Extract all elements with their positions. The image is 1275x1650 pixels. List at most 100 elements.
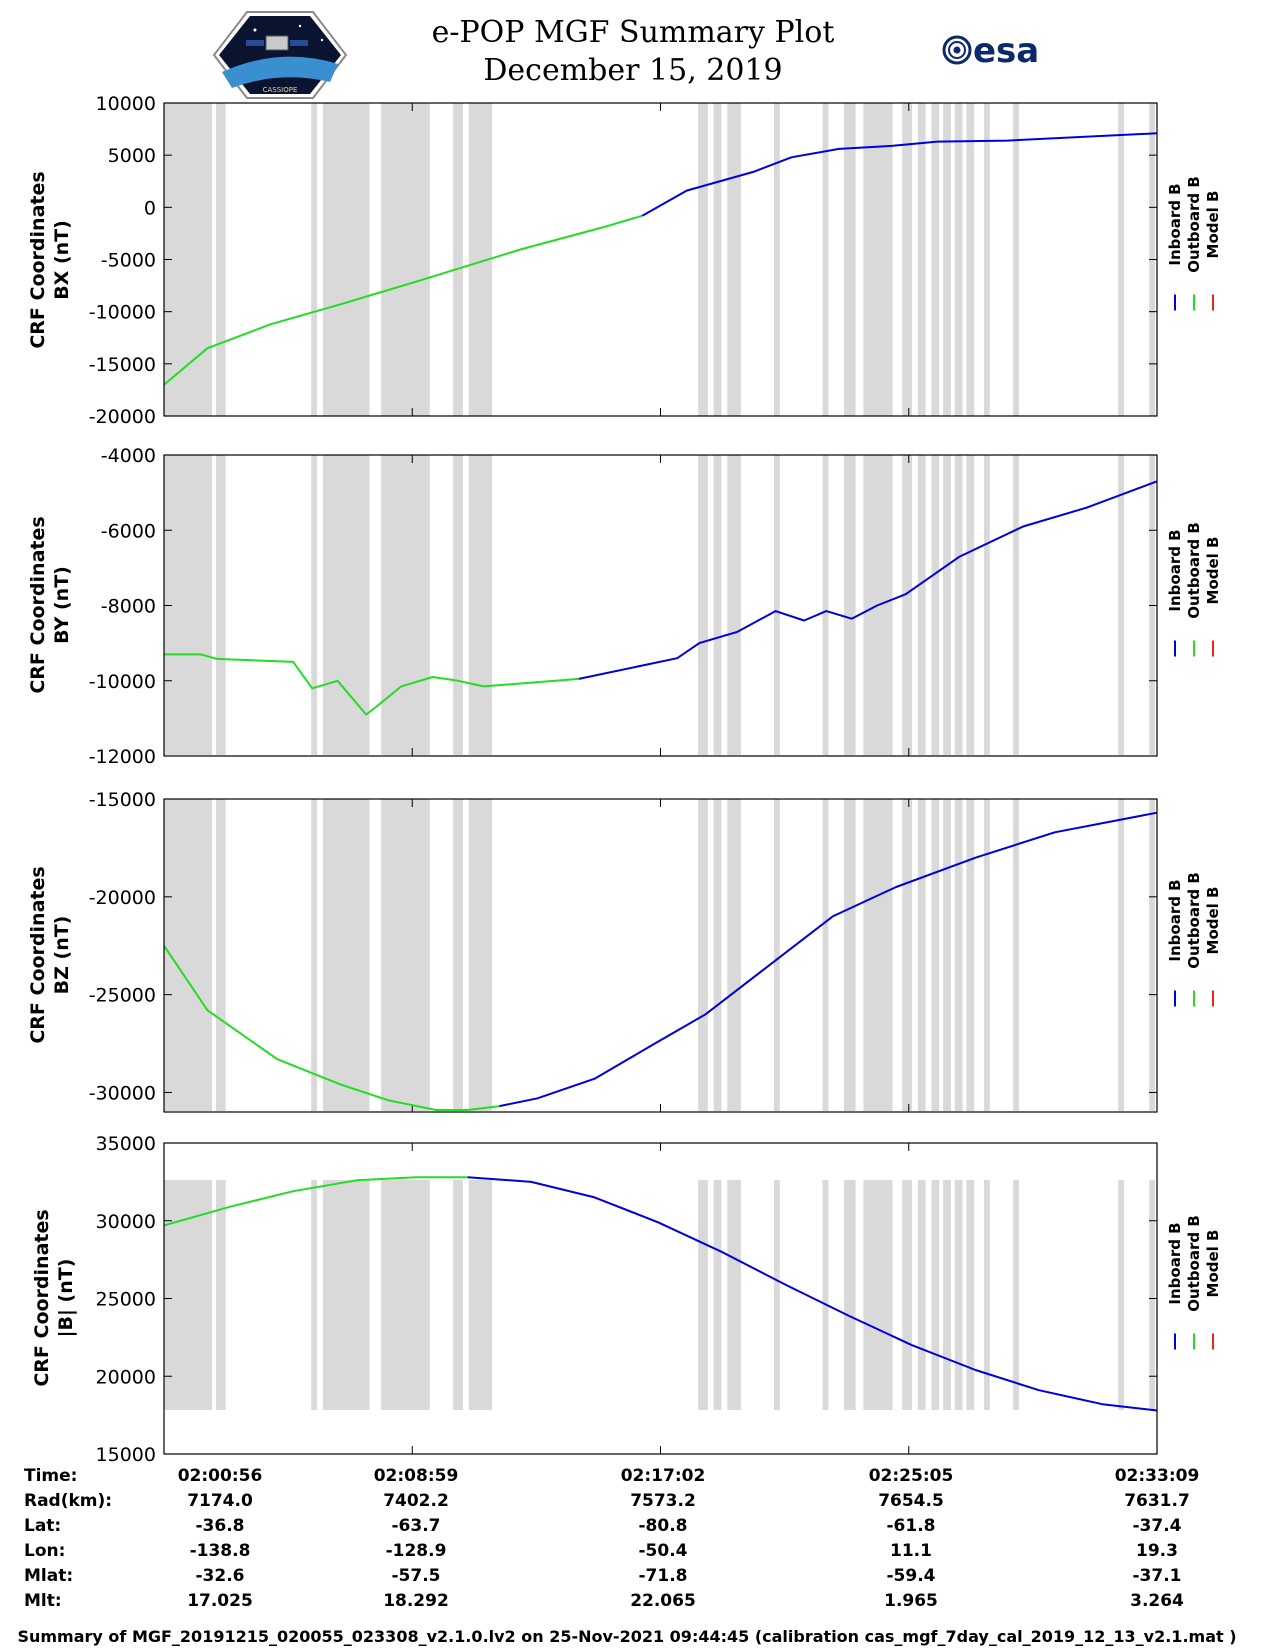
by-gap-band <box>698 455 708 755</box>
bz-gap-band <box>917 799 926 1111</box>
by-gap-band <box>468 455 493 755</box>
bz-gap-band <box>822 799 829 1111</box>
bmag-gap-band <box>713 1180 722 1410</box>
bx-ytick-label: -10000 <box>89 302 156 324</box>
ephemeris-cell: 18.292 <box>383 1591 449 1611</box>
bz-gap-band <box>943 799 951 1111</box>
ephemeris-cell: -32.6 <box>196 1566 245 1586</box>
bx-gap-band <box>931 103 940 416</box>
bz-gap-band <box>954 799 963 1111</box>
bz-ytick-label: -25000 <box>89 985 156 1007</box>
ephemeris-cell: -50.4 <box>639 1541 688 1561</box>
by-inboard-b-line <box>578 480 1158 680</box>
bx-legend-label: Model B <box>1204 191 1222 259</box>
by-gap-band <box>322 455 370 755</box>
by-outboard-b-line <box>164 653 579 716</box>
bz-gap-band <box>1013 799 1019 1111</box>
ephemeris-cell: 02:17:02 <box>621 1466 706 1486</box>
bmag-legend-label: Outboard B <box>1185 1215 1203 1312</box>
bz-gap-band <box>164 799 213 1111</box>
ephemeris-cell: -57.5 <box>392 1566 441 1586</box>
earth-limb-icon <box>222 56 338 88</box>
by-gap-band <box>1118 455 1124 755</box>
bz-gap-band <box>902 799 913 1111</box>
bmag-gap-band <box>863 1180 893 1410</box>
ephemeris-row-label: Lat: <box>24 1516 61 1536</box>
bmag-legend-label: Inboard B <box>1166 1222 1184 1304</box>
ephemeris-cell: -61.8 <box>887 1516 936 1536</box>
bmag-gap-band <box>727 1180 741 1410</box>
bz-gap-band <box>381 799 430 1111</box>
bz-gap-band <box>1118 799 1124 1111</box>
bx-ytick-label: -15000 <box>89 354 156 376</box>
ephemeris-cell: 7174.0 <box>187 1491 253 1511</box>
bx-gap-band <box>966 103 975 416</box>
esa-logo-text: esa <box>973 31 1039 71</box>
bz-ytick-label: -15000 <box>89 789 156 811</box>
bx-gap-band <box>322 103 370 416</box>
bmag-gap-band <box>1149 1180 1156 1410</box>
bx-gap-band <box>917 103 926 416</box>
bmag-gap-band <box>822 1180 829 1410</box>
by-gap-band <box>381 455 430 755</box>
bmag-ytick-label: 35000 <box>96 1133 156 1155</box>
bx-gap-band <box>1118 103 1124 416</box>
bmag-gap-band <box>966 1180 975 1410</box>
ephemeris-row-label: Mlt: <box>24 1591 62 1611</box>
bmag-gap-band <box>453 1180 463 1410</box>
bz-gap-band <box>322 799 370 1111</box>
bx-ylabel-line1: CRF Coordinates <box>27 171 49 348</box>
bx-inboard-b-line <box>641 132 1158 217</box>
bz-axes-frame <box>163 798 1158 1113</box>
by-ytick-label: -4000 <box>101 445 156 467</box>
bx-gap-band <box>215 103 226 416</box>
bmag-ytick-label: 20000 <box>96 1366 156 1388</box>
by-gap-band <box>902 455 913 755</box>
by-panel: -4000 -6000 -8000 -10000 -12000 CRF Coordina… <box>27 445 1158 768</box>
plot-title: e-POP MGF Summary Plot <box>432 15 835 50</box>
bz-inboard-b-line <box>499 811 1158 1108</box>
bmag-gap-band <box>1118 1180 1124 1410</box>
bz-gap-band <box>773 799 780 1111</box>
ephemeris-table: Time: Rad(km): Lat: Lon: Mlat: Mlt: 02:00:56 71… <box>24 1466 1199 1611</box>
ephemeris-cell: -80.8 <box>639 1516 688 1536</box>
bz-gap-band <box>966 799 975 1111</box>
bmag-ytick-label: 15000 <box>96 1444 156 1466</box>
by-ytick-label: -10000 <box>89 671 156 693</box>
bz-ytick-label: -20000 <box>89 887 156 909</box>
by-gap-band <box>966 455 975 755</box>
bx-ytick-label: 5000 <box>108 145 156 167</box>
bmag-ytick-label: 30000 <box>96 1211 156 1233</box>
esa-logo: esa <box>942 31 1039 71</box>
plot-date: December 15, 2019 <box>483 53 782 88</box>
by-gap-band <box>954 455 963 755</box>
bx-gap-band <box>453 103 463 416</box>
by-gap-band <box>917 455 926 755</box>
bmag-inboard-b-line <box>467 1176 1158 1412</box>
by-ytick-label: -12000 <box>89 746 156 768</box>
ephemeris-cell: -128.9 <box>386 1541 447 1561</box>
bmag-gap-band <box>311 1180 318 1410</box>
esa-swirl-icon <box>942 35 972 65</box>
ephemeris-cell: 22.065 <box>630 1591 696 1611</box>
bx-gap-band <box>843 103 856 416</box>
by-gap-band <box>215 455 226 755</box>
bmag-gap-band <box>468 1180 493 1410</box>
ephemeris-cell: -36.8 <box>196 1516 245 1536</box>
bmag-gap-band <box>983 1180 990 1410</box>
bx-legend-label: Inboard B <box>1166 183 1184 265</box>
bx-gap-band <box>381 103 430 416</box>
by-legend-label: Inboard B <box>1166 529 1184 611</box>
bx-gap-band <box>863 103 893 416</box>
ephemeris-cell: 1.965 <box>884 1591 938 1611</box>
ephemeris-cell: -37.4 <box>1133 1516 1182 1536</box>
by-gap-band <box>773 455 780 755</box>
by-legend-label: Model B <box>1204 537 1222 605</box>
bx-ytick-label: -20000 <box>89 406 156 428</box>
bmag-gap-band <box>215 1180 226 1410</box>
bmag-gap-band <box>698 1180 708 1410</box>
bz-ylabel-line2: BZ (nT) <box>51 916 73 995</box>
cassiope-logo-text: CASSIOPE <box>263 86 298 94</box>
bz-ytick-label: -30000 <box>89 1082 156 1104</box>
ephemeris-cell: 11.1 <box>890 1541 932 1561</box>
